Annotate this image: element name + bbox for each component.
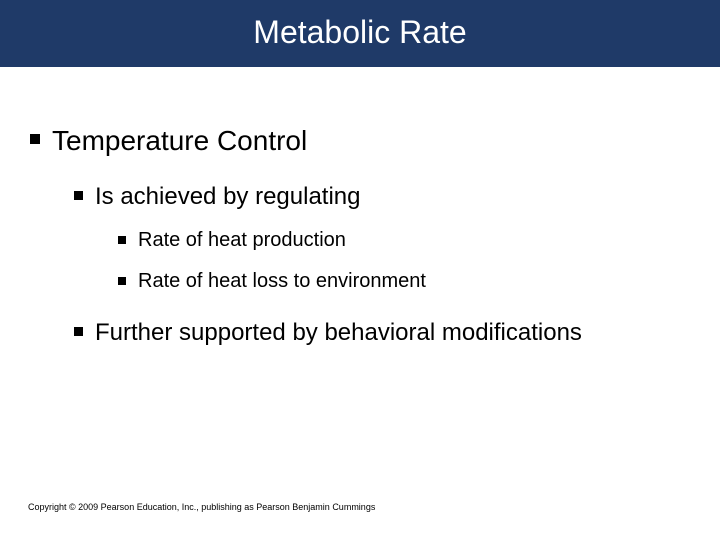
bullet-text: Rate of heat loss to environment [138,270,426,293]
bullet-level-1: Temperature Control [30,125,690,157]
square-bullet-icon [118,277,126,285]
bullet-level-3: Rate of heat loss to environment [118,270,690,293]
bullet-level-2: Further supported by behavioral modifica… [74,319,690,347]
square-bullet-icon [30,134,40,144]
slide-title: Metabolic Rate [0,14,720,51]
bullet-text: Further supported by behavioral modifica… [95,319,582,347]
bullet-level-2: Is achieved by regulating [74,183,690,211]
slide: Metabolic Rate Temperature Control Is ac… [0,0,720,540]
bullet-text: Is achieved by regulating [95,183,361,211]
bullet-level-3: Rate of heat production [118,229,690,252]
copyright-text: Copyright © 2009 Pearson Education, Inc.… [28,502,375,512]
square-bullet-icon [118,236,126,244]
title-bar: Metabolic Rate [0,0,720,67]
square-bullet-icon [74,327,83,336]
slide-content: Temperature Control Is achieved by regul… [0,67,720,347]
bullet-text: Rate of heat production [138,229,346,252]
square-bullet-icon [74,191,83,200]
bullet-text: Temperature Control [52,125,307,157]
